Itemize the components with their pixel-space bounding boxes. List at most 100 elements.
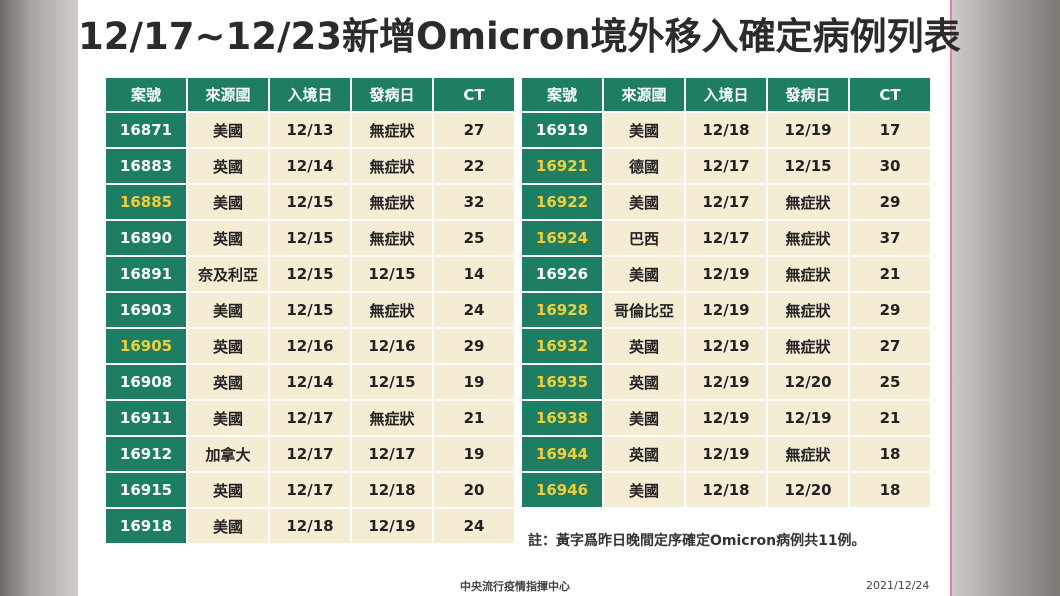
page-title: 12/17~12/23新增Omicron境外移入確定病例列表 (78, 15, 961, 58)
ct-value-cell: 29 (850, 185, 930, 219)
onset-date-cell: 12/17 (352, 437, 432, 471)
case-number-cell: 16922 (522, 185, 602, 219)
onset-date-cell: 無症狀 (768, 293, 848, 327)
table-row: 16908 英國 12/14 12/15 19 (106, 365, 514, 399)
ct-value-cell: 17 (850, 113, 930, 147)
source-country-cell: 美國 (604, 257, 684, 291)
source-country-cell: 奈及利亞 (188, 257, 268, 291)
ct-value-cell: 19 (434, 365, 514, 399)
case-number-cell: 16885 (106, 185, 186, 219)
table-row: 16871 美國 12/13 無症狀 27 (106, 113, 514, 147)
ct-value-cell: 22 (434, 149, 514, 183)
background-left (0, 0, 78, 596)
entry-date-cell: 12/17 (270, 437, 350, 471)
entry-date-cell: 12/18 (270, 509, 350, 543)
entry-date-cell: 12/19 (686, 257, 766, 291)
source-country-cell: 美國 (604, 185, 684, 219)
ct-value-cell: 24 (434, 509, 514, 543)
entry-date-cell: 12/18 (686, 113, 766, 147)
source-country-cell: 美國 (604, 473, 684, 507)
onset-date-cell: 無症狀 (768, 221, 848, 255)
header-entry-date: 入境日 (686, 78, 766, 111)
header-ct: CT (850, 78, 930, 111)
header-source-country: 來源國 (188, 78, 268, 111)
header-entry-date: 入境日 (270, 78, 350, 111)
entry-date-cell: 12/17 (686, 185, 766, 219)
case-table-left-body: 16871 美國 12/13 無症狀 27 16883 英國 12/14 無症狀 22 16885 美… (106, 113, 514, 543)
case-number-cell: 16891 (106, 257, 186, 291)
onset-date-cell: 12/18 (352, 473, 432, 507)
source-country-cell: 英國 (604, 329, 684, 363)
case-number-cell: 16926 (522, 257, 602, 291)
slide: 12/17~12/23新增Omicron境外移入確定病例列表 案號 來源國 入境… (78, 0, 961, 596)
ct-value-cell: 32 (434, 185, 514, 219)
case-table-left: 案號 來源國 入境日 發病日 CT 16871 美國 12/13 無症狀 27 16883… (104, 76, 516, 545)
case-number-cell: 16908 (106, 365, 186, 399)
entry-date-cell: 12/13 (270, 113, 350, 147)
case-number-cell: 16911 (106, 401, 186, 435)
table-row: 16944 英國 12/19 無症狀 18 (522, 437, 930, 471)
entry-date-cell: 12/14 (270, 365, 350, 399)
table-row: 16915 英國 12/17 12/18 20 (106, 473, 514, 507)
onset-date-cell: 12/20 (768, 365, 848, 399)
case-number-cell: 16938 (522, 401, 602, 435)
case-number-cell: 16903 (106, 293, 186, 327)
source-country-cell: 哥倫比亞 (604, 293, 684, 327)
case-number-cell: 16944 (522, 437, 602, 471)
onset-date-cell: 無症狀 (352, 185, 432, 219)
case-number-cell: 16883 (106, 149, 186, 183)
entry-date-cell: 12/17 (270, 401, 350, 435)
header-onset-date: 發病日 (768, 78, 848, 111)
table-row: 16905 英國 12/16 12/16 29 (106, 329, 514, 363)
entry-date-cell: 12/19 (686, 329, 766, 363)
onset-date-cell: 12/16 (352, 329, 432, 363)
source-country-cell: 美國 (188, 185, 268, 219)
table-row: 16924 巴西 12/17 無症狀 37 (522, 221, 930, 255)
table-header-row: 案號 來源國 入境日 發病日 CT (106, 78, 514, 111)
entry-date-cell: 12/15 (270, 185, 350, 219)
table-row: 16926 美國 12/19 無症狀 21 (522, 257, 930, 291)
table-row: 16946 美國 12/18 12/20 18 (522, 473, 930, 507)
table-row: 16912 加拿大 12/17 12/17 19 (106, 437, 514, 471)
source-country-cell: 美國 (188, 401, 268, 435)
header-case-number: 案號 (522, 78, 602, 111)
onset-date-cell: 無症狀 (352, 113, 432, 147)
case-number-cell: 16905 (106, 329, 186, 363)
case-number-cell: 16928 (522, 293, 602, 327)
footer-organization: 中央流行疫情指揮中心 (460, 580, 570, 593)
case-number-cell: 16890 (106, 221, 186, 255)
source-country-cell: 英國 (188, 329, 268, 363)
case-number-cell: 16924 (522, 221, 602, 255)
table-row: 16911 美國 12/17 無症狀 21 (106, 401, 514, 435)
source-country-cell: 英國 (604, 437, 684, 471)
onset-date-cell: 12/20 (768, 473, 848, 507)
entry-date-cell: 12/17 (270, 473, 350, 507)
header-ct: CT (434, 78, 514, 111)
entry-date-cell: 12/15 (270, 293, 350, 327)
onset-date-cell: 無症狀 (768, 329, 848, 363)
table-row: 16890 英國 12/15 無症狀 25 (106, 221, 514, 255)
source-country-cell: 巴西 (604, 221, 684, 255)
onset-date-cell: 無症狀 (352, 221, 432, 255)
footer-date: 2021/12/24 (866, 579, 930, 592)
ct-value-cell: 25 (850, 365, 930, 399)
table-row: 16891 奈及利亞 12/15 12/15 14 (106, 257, 514, 291)
case-number-cell: 16935 (522, 365, 602, 399)
entry-date-cell: 12/18 (686, 473, 766, 507)
ct-value-cell: 20 (434, 473, 514, 507)
table-row: 16921 德國 12/17 12/15 30 (522, 149, 930, 183)
table-row: 16885 美國 12/15 無症狀 32 (106, 185, 514, 219)
source-country-cell: 英國 (188, 365, 268, 399)
ct-value-cell: 19 (434, 437, 514, 471)
entry-date-cell: 12/19 (686, 293, 766, 327)
case-table-right-body: 16919 美國 12/18 12/19 17 16921 德國 12/17 12/15 30 16… (522, 113, 930, 507)
onset-date-cell: 無症狀 (768, 257, 848, 291)
entry-date-cell: 12/15 (270, 221, 350, 255)
ct-value-cell: 27 (434, 113, 514, 147)
entry-date-cell: 12/14 (270, 149, 350, 183)
ct-value-cell: 21 (850, 257, 930, 291)
ct-value-cell: 14 (434, 257, 514, 291)
ct-value-cell: 18 (850, 473, 930, 507)
header-source-country: 來源國 (604, 78, 684, 111)
table-row: 16938 美國 12/19 12/19 21 (522, 401, 930, 435)
